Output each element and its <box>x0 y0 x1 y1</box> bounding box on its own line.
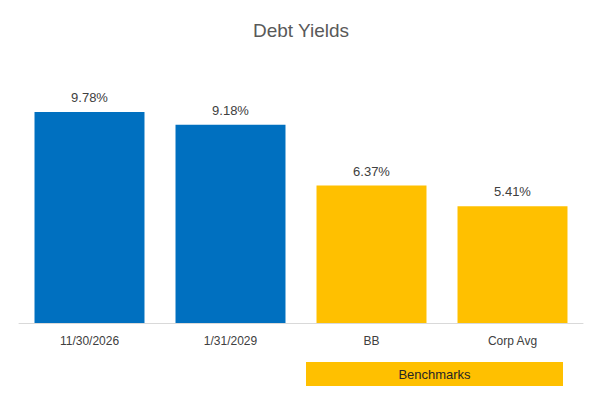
svg-text:5.41%: 5.41% <box>494 184 531 199</box>
svg-text:11/30/2026: 11/30/2026 <box>60 334 119 348</box>
svg-text:9.18%: 9.18% <box>212 103 249 118</box>
svg-text:Benchmarks: Benchmarks <box>398 367 471 382</box>
svg-text:Debt Yields: Debt Yields <box>253 20 349 41</box>
svg-text:9.78%: 9.78% <box>71 90 108 105</box>
svg-text:1/31/2029: 1/31/2029 <box>204 334 258 348</box>
svg-text:6.37%: 6.37% <box>353 164 390 179</box>
svg-text:Corp Avg: Corp Avg <box>488 334 537 348</box>
svg-text:BB: BB <box>363 334 379 348</box>
